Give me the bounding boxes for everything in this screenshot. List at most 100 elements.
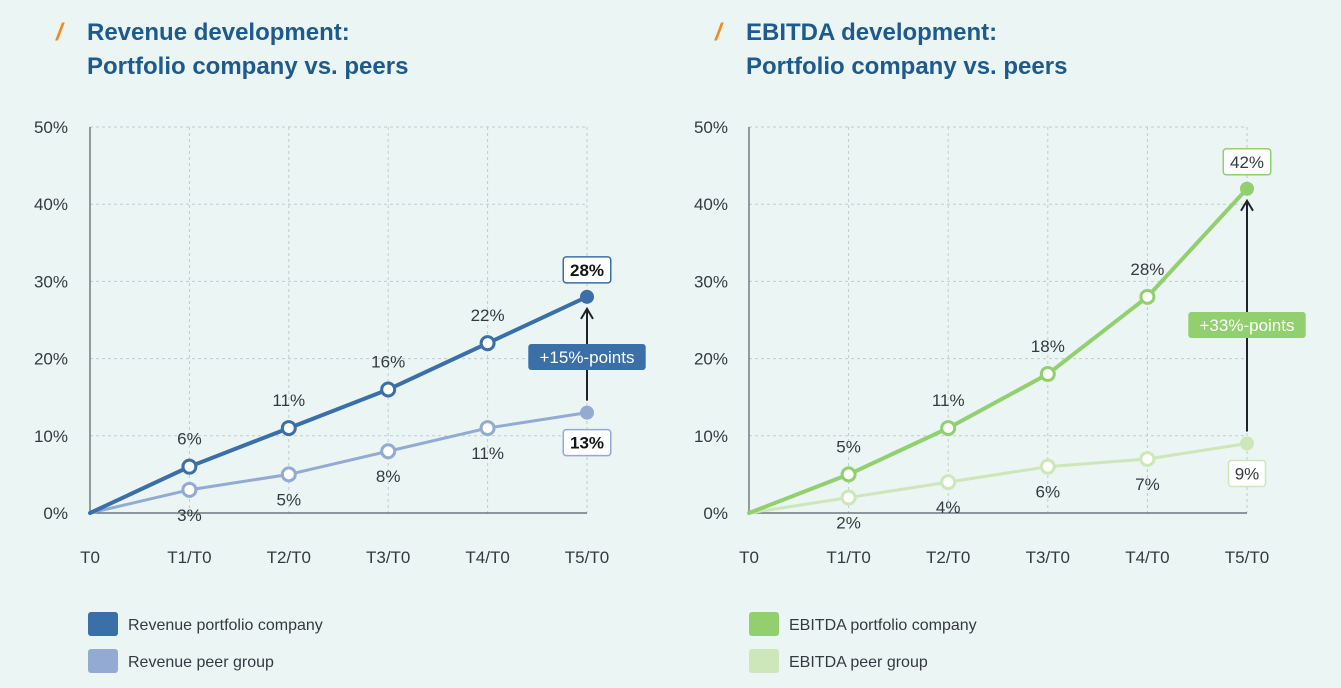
legend-swatch — [749, 612, 779, 636]
chart-panel-0: / Revenue development: Portfolio company v… — [34, 19, 646, 673]
y-tick-label: 10% — [694, 427, 728, 446]
x-tick-label: T5/T0 — [1225, 548, 1269, 567]
data-point — [580, 289, 594, 304]
data-label: 5% — [836, 437, 861, 456]
x-tick-label: T4/T0 — [465, 548, 509, 567]
y-tick-label: 40% — [694, 195, 728, 214]
data-point — [380, 443, 397, 460]
legend-label: Revenue portfolio company — [128, 617, 323, 634]
series-peer: 2% 4% 6% 7% 9% — [747, 436, 1267, 533]
data-point — [580, 405, 594, 420]
legend: EBITDA portfolio company EBITDA peer grou… — [749, 612, 977, 673]
x-tick-label: T0 — [80, 548, 100, 567]
x-tick-label: T3/T0 — [366, 548, 410, 567]
series-portfolio: 5% 11% 18% 28% 42% — [747, 148, 1272, 515]
difference-arrow-head — [1240, 198, 1254, 212]
y-tick-label: 0% — [43, 504, 68, 523]
data-label: 4% — [936, 498, 961, 517]
series-line — [88, 411, 589, 515]
legend-label: EBITDA peer group — [789, 654, 928, 671]
data-point — [1039, 458, 1056, 475]
legend: Revenue portfolio company Revenue peer gr… — [88, 612, 323, 673]
y-tick-label: 50% — [694, 118, 728, 137]
x-tick-label: T3/T0 — [1026, 548, 1070, 567]
data-label: 11% — [932, 391, 965, 410]
series-line — [88, 294, 589, 515]
data-point — [479, 335, 496, 352]
end-value-box — [1222, 148, 1272, 176]
data-label: 18% — [1031, 337, 1065, 356]
title-slash: / — [55, 19, 65, 46]
x-tick-label: T2/T0 — [926, 548, 970, 567]
difference-annotation: +15%-points — [528, 306, 646, 401]
difference-label-box — [1188, 312, 1306, 338]
data-point — [1139, 288, 1156, 305]
data-label: 6% — [1036, 483, 1061, 502]
y-tick-label: 20% — [34, 350, 68, 369]
difference-label-box — [528, 344, 646, 370]
legend-swatch — [88, 649, 118, 673]
end-value-label: 42% — [1230, 153, 1264, 172]
y-tick-label: 10% — [34, 427, 68, 446]
x-tick-label: T1/T0 — [826, 548, 870, 567]
data-label: 7% — [1135, 475, 1160, 494]
data-label: 28% — [1130, 260, 1164, 279]
data-point — [181, 481, 198, 498]
legend-label: Revenue peer group — [128, 654, 274, 671]
data-point — [940, 420, 957, 437]
data-point — [181, 458, 198, 475]
data-point — [840, 489, 857, 506]
x-tick-label: T5/T0 — [565, 548, 609, 567]
chart-subtitle: Portfolio company vs. peers — [746, 53, 1067, 80]
data-label: 3% — [177, 506, 202, 525]
chart-panel-1: / EBITDA development: Portfolio company vs… — [694, 19, 1306, 673]
data-point — [1139, 450, 1156, 467]
title-slash: / — [714, 19, 724, 46]
grid-lines — [90, 126, 588, 513]
y-tick-label: 40% — [34, 195, 68, 214]
y-tick-label: 30% — [694, 272, 728, 291]
end-value-box — [562, 428, 612, 457]
data-point — [1240, 436, 1254, 451]
data-point — [280, 466, 297, 483]
x-tick-label: T1/T0 — [167, 548, 211, 567]
data-point — [479, 420, 496, 437]
data-label: 8% — [376, 467, 401, 486]
x-tick-label: T4/T0 — [1125, 548, 1169, 567]
data-label: 5% — [277, 490, 302, 509]
x-tick-label: T0 — [739, 548, 759, 567]
data-label: 11% — [471, 444, 504, 463]
data-label: 22% — [471, 306, 505, 325]
end-value-box — [1227, 459, 1267, 488]
series-line — [747, 442, 1249, 515]
end-value-box — [562, 256, 612, 284]
chart-subtitle: Portfolio company vs. peers — [87, 53, 408, 80]
data-point — [1039, 366, 1056, 383]
chart-title: EBITDA development: — [746, 19, 997, 46]
end-value-label: 9% — [1235, 465, 1260, 484]
data-point — [940, 474, 957, 491]
data-point — [1240, 181, 1254, 196]
x-tick-label: T2/T0 — [267, 548, 311, 567]
y-tick-label: 30% — [34, 272, 68, 291]
data-point — [840, 466, 857, 483]
chart-title: Revenue development: — [87, 19, 350, 46]
end-value-label: 13% — [570, 434, 604, 453]
data-label: 6% — [177, 430, 202, 449]
series-portfolio: 6% 11% 16% 22% 28% — [88, 256, 612, 515]
data-label: 2% — [836, 514, 861, 533]
difference-annotation: +33%-points — [1188, 198, 1306, 432]
difference-arrow-head — [580, 306, 594, 320]
y-tick-label: 0% — [703, 504, 728, 523]
legend-swatch — [88, 612, 118, 636]
data-point — [280, 420, 297, 437]
difference-label: +33%-points — [1200, 316, 1295, 335]
y-tick-label: 20% — [694, 350, 728, 369]
legend-label: EBITDA portfolio company — [789, 617, 977, 634]
series-line — [747, 186, 1249, 515]
end-value-label: 28% — [570, 261, 604, 280]
data-point — [380, 381, 397, 398]
y-tick-label: 50% — [34, 118, 68, 137]
